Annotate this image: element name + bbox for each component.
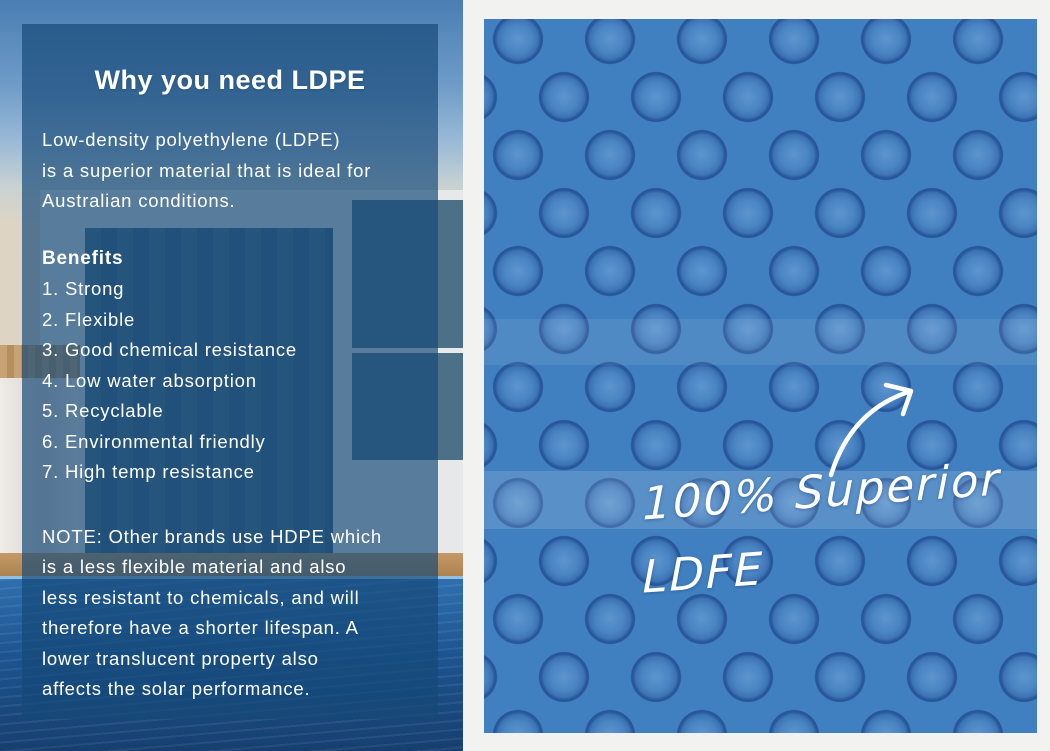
benefit-item: 2. Flexible	[42, 308, 136, 330]
panel-title: Why you need LDPE	[94, 65, 366, 95]
intro-line: Low-density polyethylene (LDPE)	[42, 129, 341, 150]
benefits-list: 1. Strong 2. Flexible 3. Good chemical res…	[42, 274, 418, 488]
note-line: therefore have a shorter lifespan. A	[42, 617, 359, 638]
note-line: lower translucent property also	[42, 647, 319, 669]
photo-light-band	[484, 319, 1037, 365]
note-text: NOTE: Other brands use HDPE which is a le…	[42, 522, 418, 705]
note-line: is a less flexible material and also	[42, 556, 347, 577]
curved-arrow-up-right-icon	[828, 382, 914, 478]
intro-line: Australian conditions.	[42, 190, 236, 211]
benefit-item: 6. Environmental friendly	[42, 430, 266, 452]
info-panel: Why you need LDPE Low-density polyethyle…	[22, 24, 438, 719]
handwritten-annotation: 100% Superior LDFE	[642, 442, 1000, 613]
benefits-heading: Benefits	[42, 247, 124, 269]
lifestyle-photo: Why you need LDPE Low-density polyethyle…	[0, 0, 463, 751]
benefit-item: 7. High temp resistance	[42, 461, 255, 482]
benefit-item: 5. Recyclable	[42, 400, 164, 421]
intro-text: Low-density polyethylene (LDPE) is a supe…	[42, 125, 418, 217]
intro-line: is a superior material that is ideal for	[42, 159, 372, 181]
note-line: affects the solar performance.	[42, 678, 311, 699]
benefit-item: 4. Low water absorption	[42, 369, 257, 391]
pool-cover-photo: 100% Superior LDFE	[484, 19, 1037, 733]
benefit-item: 1. Strong	[42, 278, 125, 299]
note-line: less resistant to chemicals, and will	[42, 586, 360, 608]
note-line: NOTE: Other brands use HDPE which	[42, 525, 382, 547]
benefit-item: 3. Good chemical resistance	[42, 339, 298, 360]
photo-light-band	[484, 471, 1037, 529]
